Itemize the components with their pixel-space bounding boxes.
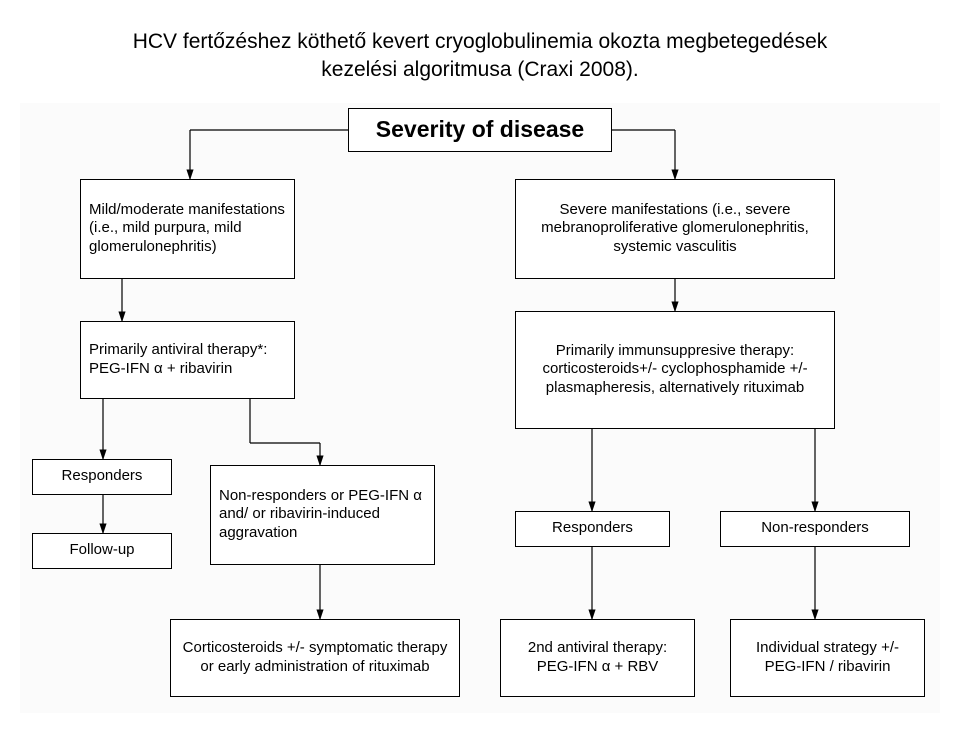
node-mild: Mild/moderate manifestations (i.e., mild… bbox=[80, 179, 295, 279]
flowchart: Severity of disease Mild/moderate manife… bbox=[20, 103, 940, 713]
node-nonresponders-left: Non-responders or PEG-IFN α and/ or riba… bbox=[210, 465, 435, 565]
node-responders-right: Responders bbox=[515, 511, 670, 547]
node-individual: Individual strategy +/- PEG-IFN / ribavi… bbox=[730, 619, 925, 697]
node-second-antiviral: 2nd antiviral therapy: PEG-IFN α + RBV bbox=[500, 619, 695, 697]
node-root: Severity of disease bbox=[348, 108, 612, 152]
node-antiviral: Primarily antiviral therapy*: PEG-IFN α … bbox=[80, 321, 295, 399]
node-severe: Severe manifestations (i.e., severe mebr… bbox=[515, 179, 835, 279]
node-responders-left: Responders bbox=[32, 459, 172, 495]
node-immuno: Primarily immunsuppresive therapy: corti… bbox=[515, 311, 835, 429]
page-title: HCV fertőzéshez köthető kevert cryoglobu… bbox=[100, 28, 860, 85]
node-followup: Follow-up bbox=[32, 533, 172, 569]
node-nonresponders-right: Non-responders bbox=[720, 511, 910, 547]
node-corticosteroids: Corticosteroids +/- symptomatic therapy … bbox=[170, 619, 460, 697]
